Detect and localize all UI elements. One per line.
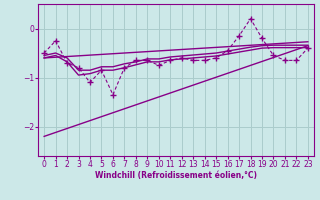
X-axis label: Windchill (Refroidissement éolien,°C): Windchill (Refroidissement éolien,°C) <box>95 171 257 180</box>
